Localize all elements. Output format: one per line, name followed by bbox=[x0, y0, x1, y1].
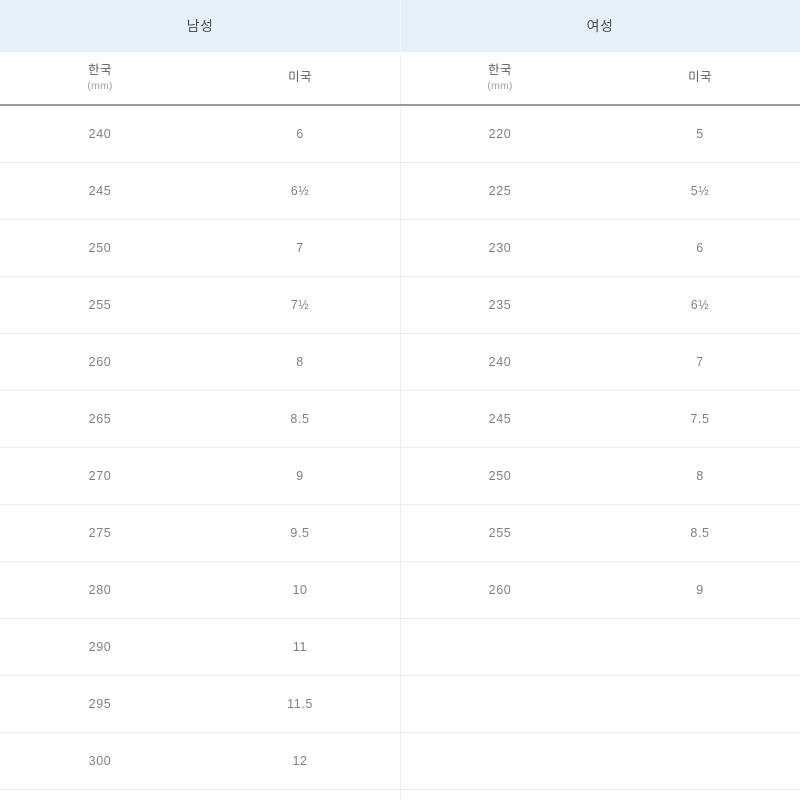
cell-usa-size: 8.5 bbox=[690, 526, 710, 540]
cell-korea-size: 245 bbox=[488, 412, 512, 426]
table-row: 280 10 bbox=[0, 562, 400, 619]
cell-usa-size bbox=[600, 676, 800, 732]
cell-korea-size: 270 bbox=[88, 469, 112, 483]
cell-usa-size: 5 bbox=[696, 127, 704, 141]
cell-korea-size: 280 bbox=[88, 583, 112, 597]
gender-header-men-label: 남성 bbox=[186, 18, 214, 34]
cell-usa-size: 8 bbox=[296, 355, 304, 369]
cell-korea-size: 230 bbox=[488, 241, 512, 255]
cell-korea-size: 240 bbox=[488, 355, 512, 369]
column-header-men: 한국 (mm) 미국 bbox=[0, 52, 400, 104]
column-header-women-usa: 미국 bbox=[600, 52, 800, 104]
gender-header-women: 여성 bbox=[400, 0, 800, 52]
table-row: 295 11.5 bbox=[0, 676, 400, 733]
column-header-men-korea-label: 한국 bbox=[88, 62, 112, 77]
cell-korea-size: 220 bbox=[488, 127, 512, 141]
cell-usa-size: 7 bbox=[296, 241, 304, 255]
table-row: 260 9 bbox=[400, 562, 800, 619]
column-header-men-korea: 한국 (mm) bbox=[0, 52, 200, 104]
gender-header-women-label: 여성 bbox=[586, 18, 614, 34]
cell-korea-size: 265 bbox=[88, 412, 112, 426]
cell-usa-size: 8 bbox=[696, 469, 704, 483]
cell-korea-size: 300 bbox=[88, 754, 112, 768]
cell-usa-size: 6½ bbox=[290, 184, 310, 198]
table-row: 245 6½ bbox=[0, 163, 400, 220]
table-row: 240 7 bbox=[400, 334, 800, 391]
column-header-women-korea-label: 한국 bbox=[488, 62, 512, 77]
panel-men: 240 6 245 6½ 250 7 255 7½ 260 8 265 8.5 270 9 275 9.5 28… bbox=[0, 106, 400, 800]
cell-korea-size: 245 bbox=[88, 184, 112, 198]
table-row: 235 6½ bbox=[400, 277, 800, 334]
cell-korea-size: 250 bbox=[88, 241, 112, 255]
panel-women: 220 5 225 5½ 230 6 235 6½ 240 7 245 7.5 250 8 255 8.5 26… bbox=[400, 106, 800, 800]
cell-korea-size: 240 bbox=[88, 127, 112, 141]
table-body: 240 6 245 6½ 250 7 255 7½ 260 8 265 8.5 270 9 275 9.5 28… bbox=[0, 106, 800, 800]
table-row: 255 8.5 bbox=[400, 505, 800, 562]
table-row: 220 5 bbox=[400, 106, 800, 163]
cell-usa-size: 7 bbox=[696, 355, 704, 369]
cell-korea-size: 260 bbox=[88, 355, 112, 369]
column-header-row: 한국 (mm) 미국 한국 (mm) 미국 bbox=[0, 52, 800, 106]
column-header-men-korea-unit: (mm) bbox=[87, 80, 113, 93]
cell-korea-size: 235 bbox=[488, 298, 512, 312]
cell-korea-size: 295 bbox=[88, 697, 112, 711]
column-header-men-usa-label: 미국 bbox=[288, 70, 312, 85]
table-row: 300 12 bbox=[0, 733, 400, 790]
table-row: 245 7.5 bbox=[400, 391, 800, 448]
cell-usa-size bbox=[600, 619, 800, 675]
cell-usa-size: 10 bbox=[292, 583, 308, 597]
cell-korea-size bbox=[400, 619, 600, 675]
cell-korea-size: 275 bbox=[88, 526, 112, 540]
cell-korea-size: 225 bbox=[488, 184, 512, 198]
table-row bbox=[400, 619, 800, 676]
column-header-women-korea: 한국 (mm) bbox=[400, 52, 600, 104]
table-row: 255 7½ bbox=[0, 277, 400, 334]
cell-usa-size: 8.5 bbox=[290, 412, 310, 426]
table-row: 230 6 bbox=[400, 220, 800, 277]
column-header-women: 한국 (mm) 미국 bbox=[400, 52, 800, 104]
table-row: 225 5½ bbox=[400, 163, 800, 220]
cell-korea-size: 290 bbox=[88, 640, 112, 654]
table-row: 265 8.5 bbox=[0, 391, 400, 448]
cell-usa-size: 6 bbox=[696, 241, 704, 255]
table-row: 275 9.5 bbox=[0, 505, 400, 562]
table-row bbox=[400, 676, 800, 733]
table-row: 260 8 bbox=[0, 334, 400, 391]
cell-korea-size bbox=[400, 676, 600, 732]
cell-usa-size: 7.5 bbox=[690, 412, 710, 426]
column-header-women-korea-unit: (mm) bbox=[487, 80, 513, 93]
cell-korea-size: 255 bbox=[88, 298, 112, 312]
cell-usa-size: 9 bbox=[696, 583, 704, 597]
table-row: 290 11 bbox=[0, 619, 400, 676]
cell-usa-size: 9 bbox=[296, 469, 304, 483]
table-row: 250 8 bbox=[400, 448, 800, 505]
cell-korea-size: 260 bbox=[488, 583, 512, 597]
cell-korea-size bbox=[400, 733, 600, 789]
cell-usa-size: 7½ bbox=[290, 298, 310, 312]
cell-usa-size: 9.5 bbox=[290, 526, 310, 540]
gender-header-men: 남성 bbox=[0, 0, 400, 52]
cell-usa-size: 12 bbox=[292, 754, 308, 768]
gender-header-row: 남성 여성 bbox=[0, 0, 800, 52]
table-row: 270 9 bbox=[0, 448, 400, 505]
table-row bbox=[400, 733, 800, 790]
cell-usa-size bbox=[600, 733, 800, 789]
cell-usa-size: 11.5 bbox=[287, 697, 313, 711]
cell-usa-size: 6 bbox=[296, 127, 304, 141]
column-header-men-usa: 미국 bbox=[200, 52, 400, 104]
cell-korea-size: 250 bbox=[488, 469, 512, 483]
table-row: 250 7 bbox=[0, 220, 400, 277]
cell-korea-size: 255 bbox=[488, 526, 512, 540]
cell-usa-size: 6½ bbox=[690, 298, 710, 312]
cell-usa-size: 11 bbox=[292, 640, 308, 654]
cell-usa-size: 5½ bbox=[690, 184, 710, 198]
column-header-women-usa-label: 미국 bbox=[688, 70, 712, 85]
table-row: 240 6 bbox=[0, 106, 400, 163]
